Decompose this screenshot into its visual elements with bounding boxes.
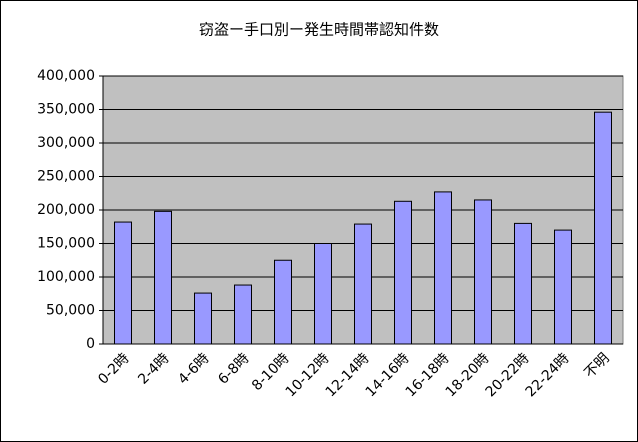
bar [394,200,412,345]
bar [514,222,532,345]
y-tick-label: 400,000 [37,68,95,84]
y-tick-label: 100,000 [37,269,95,285]
bar [154,210,172,345]
bar [274,259,292,345]
y-tick-label: 250,000 [37,169,95,185]
y-tick-label: 200,000 [37,202,95,218]
y-tick-label: 0 [86,336,95,352]
bar [114,221,132,345]
bar [314,243,332,345]
bar [434,191,452,345]
y-tick-label: 150,000 [37,236,95,252]
chart-title: 窃盗ー手口別ー発生時間帯認知件数 [199,21,439,39]
bar [354,223,372,345]
bar [234,284,252,345]
y-tick-label: 300,000 [37,135,95,151]
bar [194,292,212,345]
bar [554,229,572,345]
bar [474,199,492,345]
bar [594,111,612,345]
y-tick-label: 50,000 [46,303,95,319]
y-tick-label: 350,000 [37,102,95,118]
